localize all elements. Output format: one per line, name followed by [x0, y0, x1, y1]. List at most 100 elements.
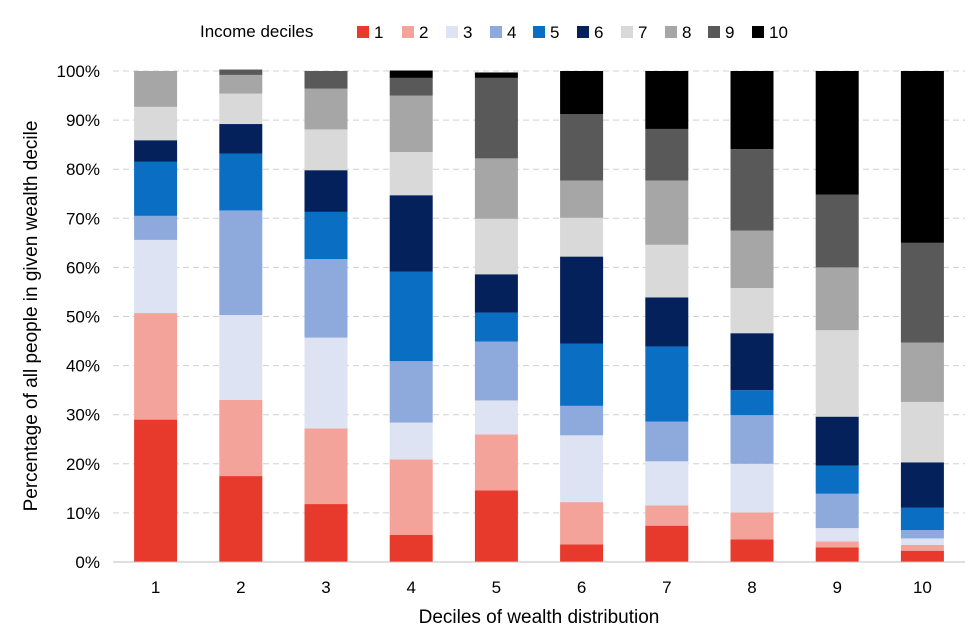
- bar-segment: [645, 180, 689, 245]
- bar-segment: [645, 244, 689, 298]
- bar-segment: [219, 476, 263, 562]
- bar-segment: [389, 152, 433, 196]
- bar-segment: [815, 493, 859, 529]
- bar-segment: [134, 140, 178, 162]
- legend-swatch: [665, 26, 677, 38]
- bar-segment: [900, 507, 944, 531]
- bar-segment: [560, 343, 604, 406]
- legend-label: 6: [594, 23, 603, 42]
- bar-segment: [815, 267, 859, 331]
- legend-label: 3: [463, 23, 472, 42]
- legend-title: Income deciles: [200, 22, 313, 41]
- bar-segment: [560, 71, 604, 115]
- y-axis-title: Percentage of all people in given wealth…: [21, 121, 42, 512]
- x-tick-label: 10: [913, 578, 932, 597]
- legend-label: 1: [374, 23, 383, 42]
- bar-segment: [134, 71, 178, 107]
- bar-segment: [645, 461, 689, 506]
- bar-segment: [474, 274, 518, 313]
- bar-segment: [900, 401, 944, 463]
- x-tick-label: 2: [236, 578, 245, 597]
- bar-segment: [815, 71, 859, 195]
- bar-segment: [389, 361, 433, 423]
- bar-segment: [474, 158, 518, 219]
- y-tick-label: 60%: [66, 258, 100, 277]
- axes: 0% 10% 20% 30% 40% 50% 60% 70% 80% 90% 100% 1 2 3 4 5 6 7…: [57, 62, 965, 597]
- bar-segment: [730, 288, 774, 334]
- bar-segment: [815, 194, 859, 268]
- bar-segment: [815, 528, 859, 542]
- x-tick-label: 7: [662, 578, 671, 597]
- bar-segment: [389, 77, 433, 96]
- bar-segment: [900, 462, 944, 508]
- bar-segment: [474, 400, 518, 435]
- bar-segment: [389, 195, 433, 272]
- bar-segment: [730, 463, 774, 513]
- bar-segment: [304, 129, 348, 171]
- x-tick-label: 8: [747, 578, 756, 597]
- x-tick-label: 3: [321, 578, 330, 597]
- legend-swatch: [752, 26, 764, 38]
- legend-swatch: [446, 26, 458, 38]
- bar-segment: [389, 271, 433, 362]
- y-tick-label: 40%: [66, 357, 100, 376]
- bar-segment: [560, 180, 604, 218]
- bar-segment: [474, 490, 518, 562]
- y-tick-label: 30%: [66, 406, 100, 425]
- bar-segment: [645, 128, 689, 181]
- legend-swatch: [577, 26, 589, 38]
- legend-label: 8: [682, 23, 691, 42]
- bar-segment: [134, 419, 178, 562]
- bar-segment: [900, 242, 944, 343]
- bar-segment: [645, 71, 689, 129]
- bar-segment: [560, 405, 604, 436]
- bar-segment: [730, 539, 774, 562]
- bar-segment: [304, 88, 348, 130]
- bar-segment: [219, 399, 263, 477]
- bar-segment: [389, 534, 433, 562]
- legend-swatch: [533, 26, 545, 38]
- legend-label: 10: [769, 23, 788, 42]
- bar-segment: [219, 315, 263, 400]
- bar-segment: [304, 259, 348, 338]
- bar-segment: [560, 114, 604, 181]
- bar-segment: [389, 422, 433, 460]
- legend-swatch: [708, 26, 720, 38]
- bar-segment: [219, 74, 263, 94]
- bar-segment: [815, 541, 859, 548]
- legend-swatch: [402, 26, 414, 38]
- bar-segment: [645, 297, 689, 347]
- y-tick-label: 100%: [57, 62, 100, 81]
- bar-segment: [474, 341, 518, 401]
- bar-segment: [134, 313, 178, 420]
- legend: Income deciles 1 2 3 4 5 6 7 8 9 10: [200, 22, 788, 42]
- bar-segment: [219, 210, 263, 316]
- bar-segment: [219, 69, 263, 75]
- legend-swatch: [490, 26, 502, 38]
- bar-segment: [134, 106, 178, 141]
- legend-label: 2: [419, 23, 428, 42]
- y-tick-label: 70%: [66, 209, 100, 228]
- bar-segment: [389, 70, 433, 78]
- bar-segment: [730, 390, 774, 416]
- x-tick-label: 5: [492, 578, 501, 597]
- bar-segment: [900, 538, 944, 545]
- y-tick-label: 0%: [75, 553, 100, 572]
- bar-segment: [730, 512, 774, 540]
- legend-label: 9: [725, 23, 734, 42]
- bars: [134, 69, 944, 562]
- bar-segment: [815, 465, 859, 494]
- bar-segment: [730, 230, 774, 289]
- bar-segment: [304, 71, 348, 89]
- y-tick-label: 90%: [66, 111, 100, 130]
- bar-segment: [730, 149, 774, 231]
- bar-segment: [900, 530, 944, 539]
- bar-segment: [219, 153, 263, 211]
- bar-segment: [134, 161, 178, 216]
- bar-segment: [389, 459, 433, 535]
- bar-segment: [389, 95, 433, 153]
- bar-segment: [815, 547, 859, 562]
- y-tick-label: 20%: [66, 455, 100, 474]
- bar-segment: [134, 215, 178, 240]
